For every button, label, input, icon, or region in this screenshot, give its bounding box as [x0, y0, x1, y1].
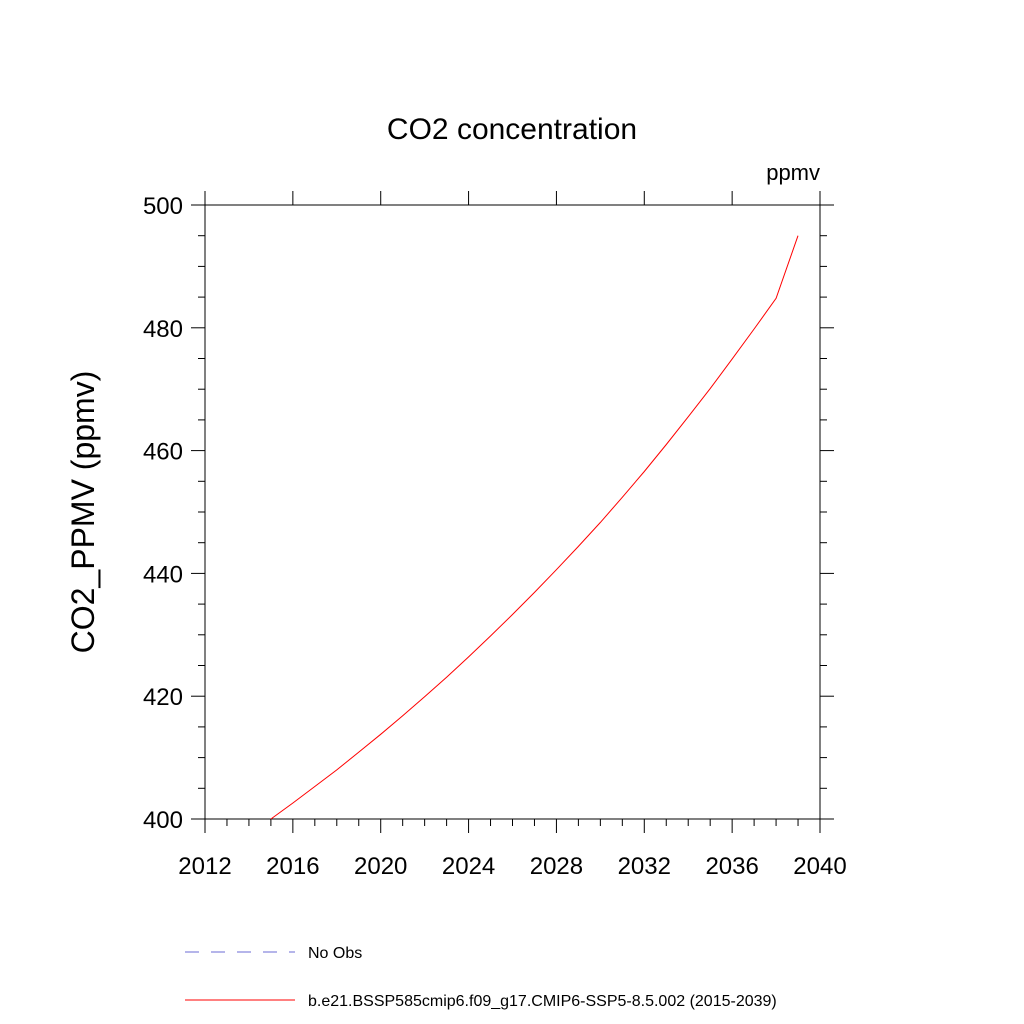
y-tick-label: 460 [143, 439, 183, 466]
x-tick-label: 2016 [266, 853, 319, 880]
x-tick-labels: 2012 2016 2020 2024 2028 2032 2036 2040 [178, 853, 846, 880]
y-tick-label: 480 [143, 316, 183, 343]
x-tick-label: 2028 [530, 853, 583, 880]
x-tick-label: 2040 [793, 853, 846, 880]
x-tick-label: 2036 [705, 853, 758, 880]
chart-title: CO2 concentration [387, 113, 637, 146]
x-tick-label: 2012 [178, 853, 231, 880]
axis-ticks [191, 191, 834, 833]
y-tick-label: 440 [143, 561, 183, 588]
y-tick-label: 420 [143, 684, 183, 711]
legend-label: No Obs [308, 945, 362, 962]
y-tick-labels: 400 420 440 460 480 500 [143, 193, 183, 834]
plot-frame [204, 204, 821, 820]
y-axis-label: CO2_PPMV (ppmv) [65, 371, 101, 654]
y-tick-label: 500 [143, 193, 183, 220]
x-tick-label: 2020 [354, 853, 407, 880]
series-group [270, 235, 799, 820]
units-label: ppmv [766, 160, 820, 185]
series-line [270, 235, 799, 820]
y-tick-label: 400 [143, 807, 183, 834]
x-tick-label: 2024 [442, 853, 495, 880]
legend-label: b.e21.BSSP585cmip6.f09_g17.CMIP6-SSP5-8.… [308, 993, 777, 1010]
x-tick-label: 2032 [618, 853, 671, 880]
legend: No Obs b.e21.BSSP585cmip6.f09_g17.CMIP6-S… [185, 945, 777, 1010]
